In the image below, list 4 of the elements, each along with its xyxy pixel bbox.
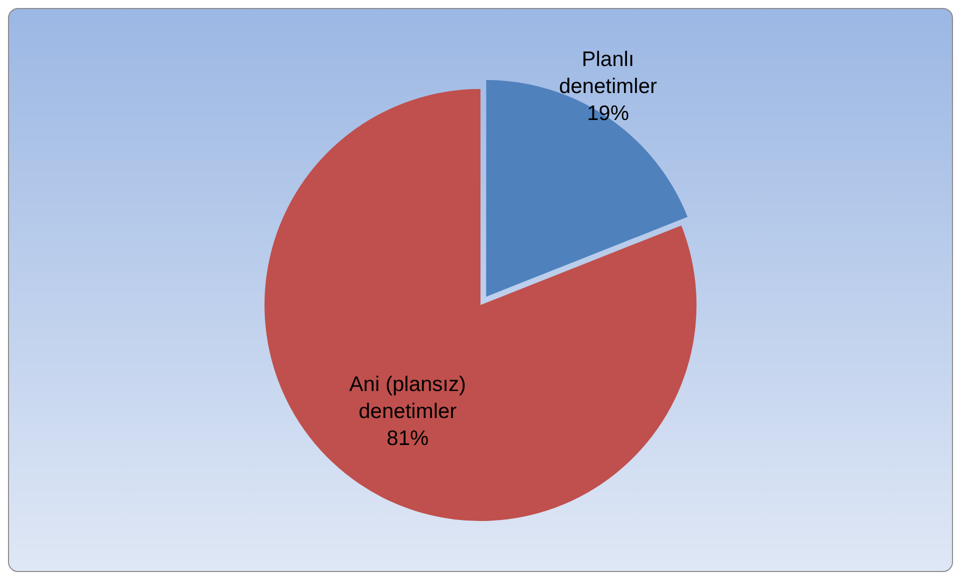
slice-label: Ani (plansız) denetimler — [349, 372, 466, 423]
data-label: 81% — [386, 426, 429, 450]
slice-label: Planlı denetimler — [558, 48, 658, 98]
data-label: 19% — [586, 102, 629, 126]
